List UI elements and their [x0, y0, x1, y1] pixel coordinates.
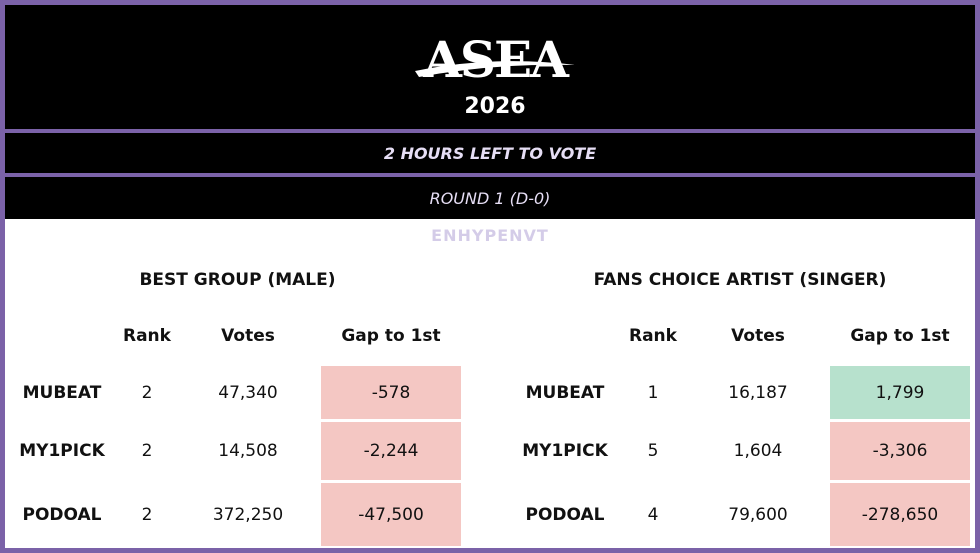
- row-label: MY1PICK: [522, 441, 608, 461]
- banner: 2 HOURS LEFT TO VOTE: [5, 133, 975, 173]
- gap: -278,650: [830, 483, 970, 546]
- votes: 47,340: [218, 382, 278, 403]
- gap: -2,244: [321, 422, 461, 480]
- row-label: MUBEAT: [525, 382, 605, 403]
- row-label: MUBEAT: [22, 382, 102, 403]
- rank: 4: [647, 504, 659, 525]
- column-header: Votes: [221, 326, 275, 346]
- rank: 1: [647, 382, 659, 403]
- round: ROUND 1 (D-0): [5, 177, 975, 219]
- column-header: Rank: [629, 326, 677, 346]
- votes: 16,187: [728, 382, 788, 403]
- divider: [5, 129, 975, 133]
- votes: 79,600: [728, 504, 788, 525]
- table-title: FANS CHOICE ARTIST (SINGER): [593, 270, 887, 290]
- row-label: MY1PICK: [19, 441, 105, 461]
- gap: -578: [321, 366, 461, 419]
- table-title: BEST GROUP (MALE): [139, 270, 336, 290]
- row-label: PODOAL: [525, 504, 605, 525]
- gap: -47,500: [321, 483, 461, 546]
- row-label: PODOAL: [22, 504, 102, 525]
- logo: ASEA 2026: [415, 30, 575, 119]
- header: ASEA 2026: [5, 5, 975, 129]
- watermark: ENHYPENVT: [431, 225, 549, 245]
- rank: 2: [141, 441, 153, 461]
- column-header: Votes: [731, 326, 785, 346]
- gap: 1,799: [830, 366, 970, 419]
- logo-swoosh: [415, 61, 575, 77]
- votes: 14,508: [218, 441, 278, 461]
- column-header: Rank: [123, 326, 171, 346]
- votes: 1,604: [733, 441, 783, 461]
- column-header: Gap to 1st: [850, 326, 950, 346]
- gap: -3,306: [830, 422, 970, 480]
- votes: 372,250: [212, 504, 284, 525]
- logo-text: ASEA: [422, 30, 570, 89]
- rank: 5: [647, 441, 659, 461]
- divider: [5, 173, 975, 177]
- rank: 2: [141, 382, 153, 403]
- column-header: Gap to 1st: [341, 326, 441, 346]
- logo-year: 2026: [464, 94, 525, 119]
- rank: 2: [141, 504, 153, 525]
